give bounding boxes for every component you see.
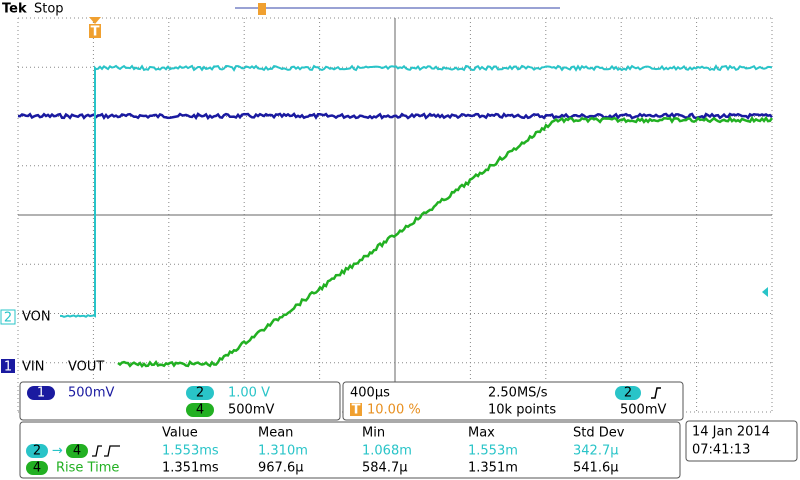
trigger-channel: 2 [624,386,632,401]
measurement-value: 1.553ms [162,444,219,459]
arrow: → [52,444,63,459]
measurement-table: Value Mean Min Max Std Dev 2 → 4 1.553ms 1.310m 1.… [26,426,625,476]
measurement-value: 1.310m [258,444,308,459]
target-channel: 4 [73,444,81,459]
record-trigger-marker [258,3,266,15]
ch2-badge [186,386,214,400]
trigger-arrow [89,17,101,24]
measurement-value: 1.351m [468,461,518,476]
trigger-level-marker [762,287,768,297]
source-channel: 2 [33,444,41,459]
measurement-value: 1.068m [362,444,412,459]
ch1-badge [27,386,55,400]
trigger-marker [89,24,101,38]
ch1-marker-label: 1 [4,360,12,375]
source-badge [26,444,48,458]
delay-icon [92,445,120,457]
trigger-channel-badge [615,386,641,400]
ch1-marker [1,359,15,373]
ch2-badge-label: 2 [196,386,204,401]
trigger-edge-icon [651,387,661,399]
measurement-panel [19,421,681,479]
measurement-value: 541.6µ [573,461,619,476]
measurement-name: Rise Time [56,461,119,476]
brand: Tek [2,2,27,17]
target-badge [66,444,88,458]
source-badge [26,461,48,475]
ch1-trace-label: VIN [22,360,44,375]
trigger-position-icon [350,403,362,416]
ch1-badge-label: 1 [37,386,45,401]
timebase-panel [342,381,684,421]
measurement-value: 1.553m [468,444,518,459]
datetime-panel [685,420,798,462]
ch4-trace [117,115,774,368]
trigger-position: 10.00 % [367,403,421,418]
trigger-marker-label: T [91,25,100,40]
measurement-value: 584.7µ [362,461,408,476]
date: 14 Jan 2014 [692,425,770,440]
source-channel: 4 [33,461,41,476]
ch1-trace [17,112,773,121]
measurement-value: 342.7µ [573,444,619,459]
time-scale: 400µs [350,386,390,401]
trigger-level: 500mV [620,403,666,418]
run-status: Stop [34,2,64,17]
measurement-header: Max [468,426,495,441]
sample-rate: 2.50MS/s [488,386,548,401]
measurement-value: 1.351ms [162,461,219,476]
measurement-header: Mean [258,426,293,441]
time: 07:41:13 [692,443,750,458]
record-length: 10k points [488,403,556,418]
ch4-scale: 500mV [228,403,274,418]
measurement-header: Std Dev [573,426,625,441]
channel-panel [19,381,341,421]
ch2-scale: 1.00 V [228,386,270,401]
ch1-scale: 500mV [68,386,114,401]
measurement-header: Min [362,426,385,441]
ch2-marker [0,309,16,325]
ch4-badge-label: 4 [196,403,204,418]
measurement-value: 967.6µ [258,461,304,476]
ch2-trace [59,64,773,318]
ch2-marker-label: 2 [4,311,12,326]
trigger-position-icon-label: T [352,403,361,418]
ch4-trace-label: VOUT [68,360,104,375]
ch2-trace-label: VON [22,310,51,325]
measurement-header: Value [162,426,198,441]
ch4-badge [186,403,214,417]
